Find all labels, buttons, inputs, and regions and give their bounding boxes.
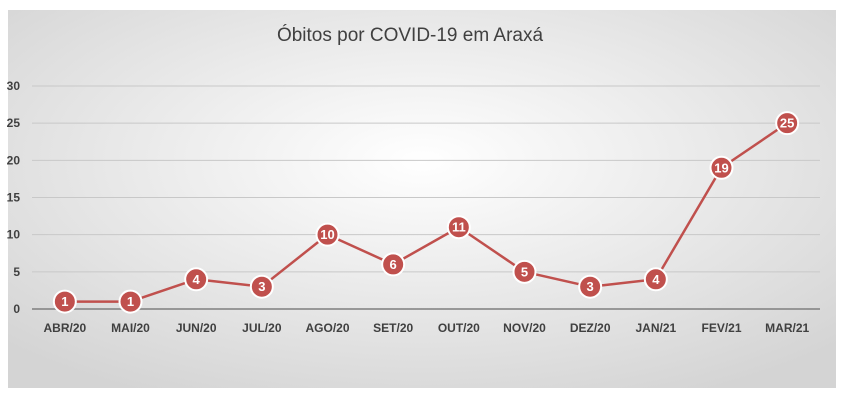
data-point: 6 bbox=[381, 252, 406, 277]
data-point: 5 bbox=[512, 259, 537, 284]
data-point-marker bbox=[643, 267, 668, 292]
data-label: 10 bbox=[320, 227, 334, 242]
x-tick-label: JUN/20 bbox=[176, 321, 217, 335]
x-tick-label: JAN/21 bbox=[635, 321, 676, 335]
data-point: 11 bbox=[446, 215, 471, 240]
data-point: 1 bbox=[52, 289, 77, 314]
y-tick-label: 20 bbox=[7, 153, 21, 167]
data-point-marker bbox=[118, 289, 143, 314]
data-label: 3 bbox=[258, 279, 265, 294]
data-point: 4 bbox=[643, 267, 668, 292]
data-label: 1 bbox=[127, 294, 134, 309]
data-point-marker bbox=[184, 267, 209, 292]
data-point: 4 bbox=[184, 267, 209, 292]
data-point-marker bbox=[52, 289, 77, 314]
data-label: 6 bbox=[390, 257, 397, 272]
data-label: 25 bbox=[780, 116, 794, 131]
y-tick-label: 10 bbox=[7, 228, 21, 242]
data-point-marker bbox=[381, 252, 406, 277]
x-tick-label: JUL/20 bbox=[242, 321, 282, 335]
data-point-marker bbox=[446, 215, 471, 240]
gridlines bbox=[32, 85, 820, 273]
data-point-marker bbox=[775, 111, 800, 136]
data-point: 10 bbox=[315, 222, 340, 247]
x-tick-label: FEV/21 bbox=[701, 321, 741, 335]
data-point-marker bbox=[249, 274, 274, 299]
x-tick-label: SET/20 bbox=[373, 321, 413, 335]
data-label: 3 bbox=[587, 279, 594, 294]
data-point: 19 bbox=[709, 155, 734, 180]
chart-background bbox=[8, 10, 836, 388]
data-label: 5 bbox=[521, 264, 528, 279]
y-axis: 0 5 10 15 20 25 30 bbox=[7, 79, 21, 316]
chart-title: Óbitos por COVID-19 em Araxá bbox=[277, 24, 544, 46]
data-point: 1 bbox=[118, 289, 143, 314]
data-label: 4 bbox=[652, 272, 660, 287]
data-point-marker bbox=[578, 274, 603, 299]
y-tick-label: 15 bbox=[7, 191, 21, 205]
x-tick-label: AGO/20 bbox=[305, 321, 349, 335]
data-point-marker bbox=[315, 222, 340, 247]
x-tick-label: ABR/20 bbox=[43, 321, 86, 335]
y-tick-label: 25 bbox=[7, 116, 21, 130]
x-tick-label: MAI/20 bbox=[111, 321, 150, 335]
data-label: 1 bbox=[61, 294, 68, 309]
data-point: 3 bbox=[249, 274, 274, 299]
x-tick-label: DEZ/20 bbox=[570, 321, 611, 335]
y-tick-label: 30 bbox=[7, 79, 21, 93]
data-point: 25 bbox=[775, 111, 800, 136]
x-tick-label: OUT/20 bbox=[438, 321, 480, 335]
data-point-marker bbox=[512, 259, 537, 284]
x-axis: ABR/20 MAI/20 JUN/20 JUL/20 AGO/20 SET/20 OUT/… bbox=[32, 308, 820, 335]
data-point: 3 bbox=[578, 274, 603, 299]
data-point-marker bbox=[709, 155, 734, 180]
y-tick-label: 0 bbox=[13, 302, 20, 316]
data-label: 4 bbox=[193, 272, 201, 287]
data-label: 11 bbox=[452, 220, 466, 235]
y-tick-label: 5 bbox=[13, 265, 20, 279]
x-tick-label: NOV/20 bbox=[503, 321, 546, 335]
x-tick-label: MAR/21 bbox=[765, 321, 809, 335]
data-label: 19 bbox=[714, 160, 728, 175]
